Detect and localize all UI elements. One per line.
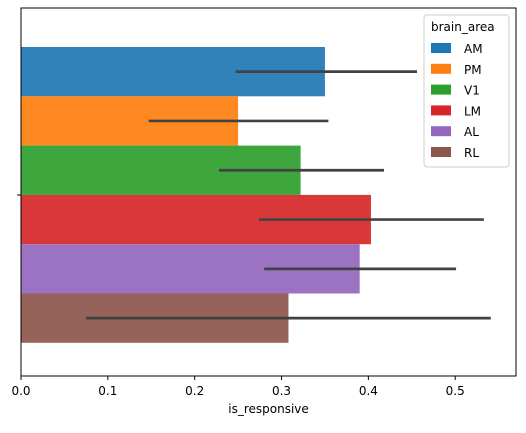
x-axis-label: is_responsive bbox=[228, 402, 309, 416]
x-tick-label: 0.5 bbox=[446, 384, 465, 398]
legend-label-al: AL bbox=[464, 125, 479, 139]
legend: brain_area AM PM V1 LM AL RL bbox=[423, 14, 510, 168]
axes-frame bbox=[20, 7, 517, 377]
legend-items: AM PM V1 LM AL RL bbox=[431, 42, 483, 160]
legend-swatch-rl bbox=[431, 147, 451, 157]
legend-swatch-lm bbox=[431, 105, 451, 116]
legend-label-pm: PM bbox=[464, 63, 482, 77]
legend-label-rl: RL bbox=[464, 146, 479, 160]
legend-swatch-pm bbox=[431, 63, 451, 74]
legend-label-lm: LM bbox=[464, 104, 481, 118]
legend-swatch-am bbox=[431, 43, 451, 53]
plot-area bbox=[17, 7, 517, 377]
x-tick-label: 0.3 bbox=[272, 384, 291, 398]
legend-title: brain_area bbox=[431, 20, 495, 34]
legend-swatch-al bbox=[431, 126, 451, 137]
x-tick-label: 0.0 bbox=[11, 384, 30, 398]
x-tick-label: 0.1 bbox=[98, 384, 117, 398]
legend-label-am: AM bbox=[464, 42, 483, 56]
x-axis: 0.0 0.1 0.2 0.3 0.4 0.5 bbox=[11, 376, 465, 398]
x-tick-label: 0.4 bbox=[359, 384, 378, 398]
legend-swatch-v1 bbox=[431, 84, 451, 95]
x-tick-label: 0.2 bbox=[185, 384, 204, 398]
legend-label-v1: V1 bbox=[464, 84, 480, 98]
